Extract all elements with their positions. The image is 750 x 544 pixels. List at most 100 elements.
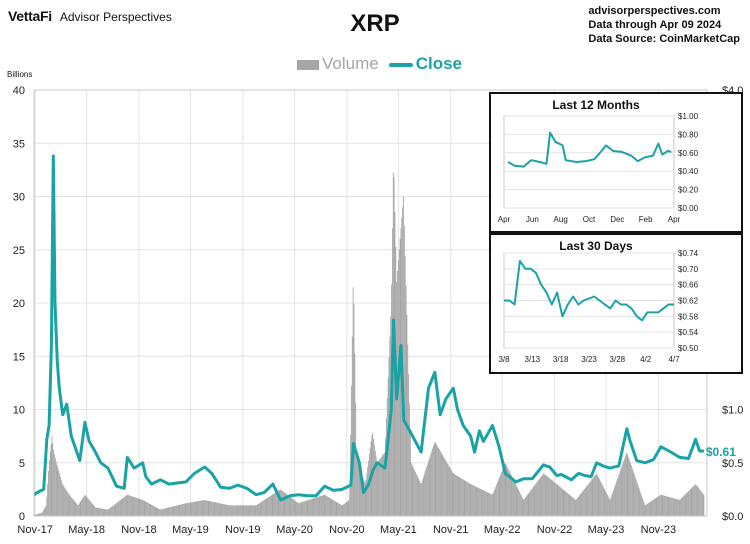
volume-bar: [321, 495, 323, 516]
source-block: advisorperspectives.com Data through Apr…: [588, 4, 740, 46]
volume-bar: [518, 490, 520, 516]
volume-bar: [142, 500, 144, 516]
volume-bar: [552, 480, 554, 516]
volume-bar: [282, 491, 284, 516]
inset-y-tick-label: $0.80: [678, 130, 699, 139]
volume-bar: [645, 504, 647, 516]
volume-bar: [375, 456, 377, 516]
volume-bar: [496, 484, 497, 516]
y-right-tick-label: $0.5: [722, 458, 743, 470]
volume-bar: [151, 504, 153, 516]
volume-bar: [294, 500, 296, 516]
volume-bar: [676, 499, 677, 516]
volume-bar: [385, 438, 387, 516]
volume-bar: [615, 482, 617, 516]
volume-bar: [183, 503, 185, 516]
volume-bar: [545, 475, 547, 516]
volume-bar: [168, 507, 170, 516]
volume-bar: [700, 490, 701, 516]
volume-bar: [575, 500, 577, 516]
volume-bar: [108, 508, 110, 516]
volume-bar: [685, 493, 687, 516]
volume-bar: [67, 492, 69, 516]
volume-bar: [691, 487, 693, 516]
inset-x-tick-label: 3/8: [498, 355, 510, 364]
volume-bar: [71, 498, 73, 516]
volume-bar: [569, 495, 571, 516]
volume-bar: [267, 497, 269, 516]
volume-bar: [339, 503, 340, 516]
volume-bar: [444, 459, 446, 516]
volume-bar: [642, 497, 643, 516]
volume-bar: [525, 496, 527, 516]
volume-bar: [608, 498, 610, 516]
volume-bar: [548, 477, 549, 516]
volume-bar: [353, 303, 355, 516]
volume-bar: [683, 495, 685, 516]
volume-bar: [543, 473, 544, 516]
volume-bar: [118, 500, 120, 516]
volume-bar: [465, 481, 467, 516]
volume-bar: [550, 479, 552, 516]
volume-bar: [130, 495, 131, 516]
volume-bar: [544, 474, 546, 516]
volume-bar: [240, 505, 241, 516]
volume-bar: [508, 469, 509, 516]
volume-bar: [572, 497, 574, 516]
volume-bar: [348, 500, 350, 516]
volume-bar: [365, 479, 367, 516]
volume-bar: [91, 503, 93, 516]
volume-bar: [276, 491, 278, 516]
volume-bar: [399, 239, 401, 516]
volume-bar: [560, 487, 561, 516]
volume-bar: [667, 496, 669, 516]
volume-bar: [652, 500, 654, 516]
volume-bar: [541, 475, 543, 516]
volume-bar: [505, 463, 507, 516]
volume-bar: [250, 505, 252, 516]
volume-bar: [435, 443, 437, 516]
volume-bar: [148, 503, 150, 516]
volume-bar: [497, 480, 499, 516]
volume-bar: [346, 501, 348, 516]
volume-bar: [416, 475, 418, 516]
inset-y-tick-label: $0.40: [678, 167, 699, 176]
volume-bar: [403, 196, 404, 516]
volume-bar: [618, 475, 619, 516]
volume-bar: [185, 503, 187, 516]
volume-bar: [243, 505, 245, 516]
volume-bar: [247, 505, 249, 516]
volume-bar: [90, 502, 92, 516]
volume-bar: [326, 495, 328, 516]
volume-bar: [54, 454, 55, 516]
volume-bar: [239, 505, 241, 516]
volume-bar: [129, 495, 131, 516]
volume-bar: [431, 451, 433, 516]
volume-bar: [327, 496, 328, 516]
volume-bar: [297, 502, 299, 516]
volume-bar: [89, 500, 90, 516]
volume-bar: [106, 509, 108, 516]
volume-bar: [441, 453, 443, 516]
volume-bar: [160, 509, 162, 516]
volume-bar: [36, 514, 37, 516]
volume-bar: [581, 492, 583, 516]
volume-bar: [42, 510, 44, 516]
volume-bar: [502, 469, 503, 516]
source-line: advisorperspectives.com: [588, 5, 721, 17]
volume-bar: [493, 491, 495, 516]
volume-bar: [94, 506, 96, 516]
volume-bar: [262, 501, 264, 516]
volume-bar: [217, 502, 218, 516]
volume-bar: [78, 503, 80, 516]
volume-bar: [40, 513, 42, 516]
volume-bar: [174, 505, 176, 516]
volume-bar: [201, 500, 203, 516]
volume-bar: [309, 499, 311, 516]
volume-bar: [523, 499, 525, 516]
volume-bar: [601, 484, 603, 516]
volume-bar: [256, 504, 258, 516]
volume-bar: [660, 494, 662, 516]
volume-bar: [628, 457, 630, 516]
volume-bar: [122, 498, 124, 516]
